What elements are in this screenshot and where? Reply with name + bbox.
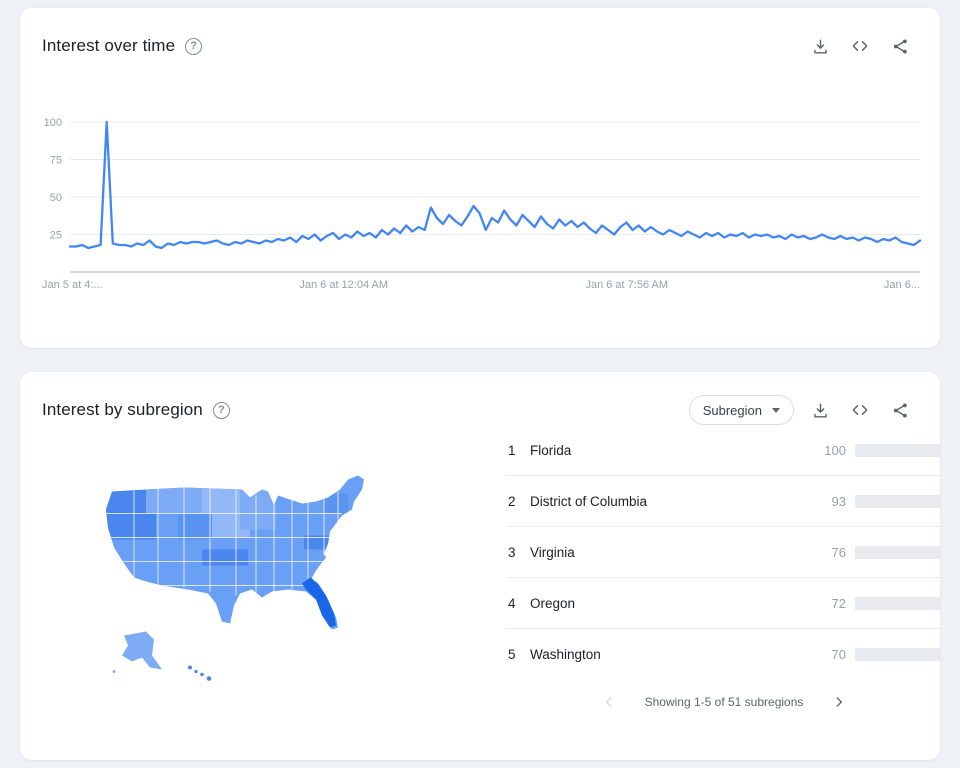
map-aleutian-islands [112,670,116,673]
interest-over-time-chart[interactable]: 25 50 75 100 Jan 5 at 4:... Jan 6 at 12:04 AM… [36,112,924,294]
subregion-rank: 1 [508,442,516,458]
interest-over-time-card: Interest over time ? 25 50 75 100 Jan 5 at 4… [20,8,940,348]
subregion-value: 76 [831,544,846,560]
embed-code-icon[interactable] [844,394,876,426]
map-state-montana[interactable] [146,483,202,514]
subregion-dropdown[interactable]: Subregion [688,395,794,425]
map-state-borders [106,487,342,596]
x-axis-label: Jan 6... [884,279,920,291]
pagination-text: Showing 1-5 of 51 subregions [644,695,804,709]
map-state-kansas[interactable] [202,549,248,566]
us-map-svg [106,475,364,681]
map-state-hawaii[interactable] [188,665,212,681]
interest-by-subregion-title: Interest by subregion [42,400,203,419]
x-axis-label: Jan 6 at 12:04 AM [299,279,388,291]
map-state-minnesota-wisconsin[interactable] [240,483,276,530]
help-icon[interactable]: ? [185,37,203,55]
chevron-right-icon[interactable] [829,692,849,712]
chevron-down-icon [772,407,780,413]
help-icon[interactable]: ? [212,401,230,419]
y-axis-label: 75 [50,155,62,167]
subregion-rank: 4 [508,595,516,611]
embed-code-icon[interactable] [844,30,876,62]
x-axis-label: Jan 5 at 4:... [42,279,103,291]
subregion-list: 1 Florida 100 2 District of Columbia 93 … [508,425,940,680]
share-icon[interactable] [884,394,916,426]
x-axis-label: Jan 6 at 7:56 AM [585,279,668,291]
download-icon[interactable] [804,30,836,62]
share-icon[interactable] [884,30,916,62]
interest-over-time-header: Interest over time ? [20,8,940,60]
map-state-florida[interactable] [302,577,336,628]
subregion-bar-track [855,494,940,508]
subregion-row: 2 District of Columbia 93 [508,476,940,527]
us-choropleth-map[interactable] [90,462,434,694]
subregion-dropdown-value: Subregion [702,402,762,418]
interest-by-subregion-header: Interest by subregion ? Subregion [20,372,940,426]
y-axis-label: 25 [50,230,62,242]
subregion-value: 100 [824,442,846,458]
chevron-left-icon [599,692,619,712]
subregion-row: 1 Florida 100 [508,425,940,476]
subregion-name: Oregon [530,595,576,611]
subregion-bar-track [855,648,940,661]
subregion-row: 4 Oregon 72 [508,578,940,629]
subregion-bar-track [855,443,940,457]
subregion-name: District of Columbia [530,493,648,509]
subregion-rank: 3 [508,544,516,560]
subregion-pagination: Showing 1-5 of 51 subregions [508,692,940,712]
y-axis-label: 50 [50,192,62,204]
subregion-card-actions [804,394,916,426]
subregion-value: 72 [831,595,846,611]
subregion-row: 5 Washington 70 [508,629,940,680]
subregion-rank: 2 [508,493,516,509]
subregion-name: Florida [530,442,572,458]
interest-by-subregion-card: Interest by subregion ? Subregion [20,372,940,760]
time-card-actions [804,30,916,62]
subregion-value: 70 [831,647,846,662]
subregion-bar-track [855,596,940,610]
subregion-bar-track [855,545,940,559]
subregion-rank: 5 [508,647,516,662]
y-axis-label: 100 [44,117,62,129]
interest-line-series[interactable] [68,120,922,250]
subregion-name: Washington [530,647,601,662]
map-state-new-york[interactable] [324,493,348,514]
subregion-name: Virginia [530,544,575,560]
map-state-wyoming[interactable] [178,513,212,540]
map-state-alaska[interactable] [122,631,162,670]
line-chart-svg: 25 50 75 100 Jan 5 at 4:... Jan 6 at 12:04 AM… [42,117,922,291]
subregion-value: 93 [831,493,846,509]
download-icon[interactable] [804,394,836,426]
subregion-row: 3 Virginia 76 [508,527,940,578]
interest-over-time-title: Interest over time [42,36,176,55]
